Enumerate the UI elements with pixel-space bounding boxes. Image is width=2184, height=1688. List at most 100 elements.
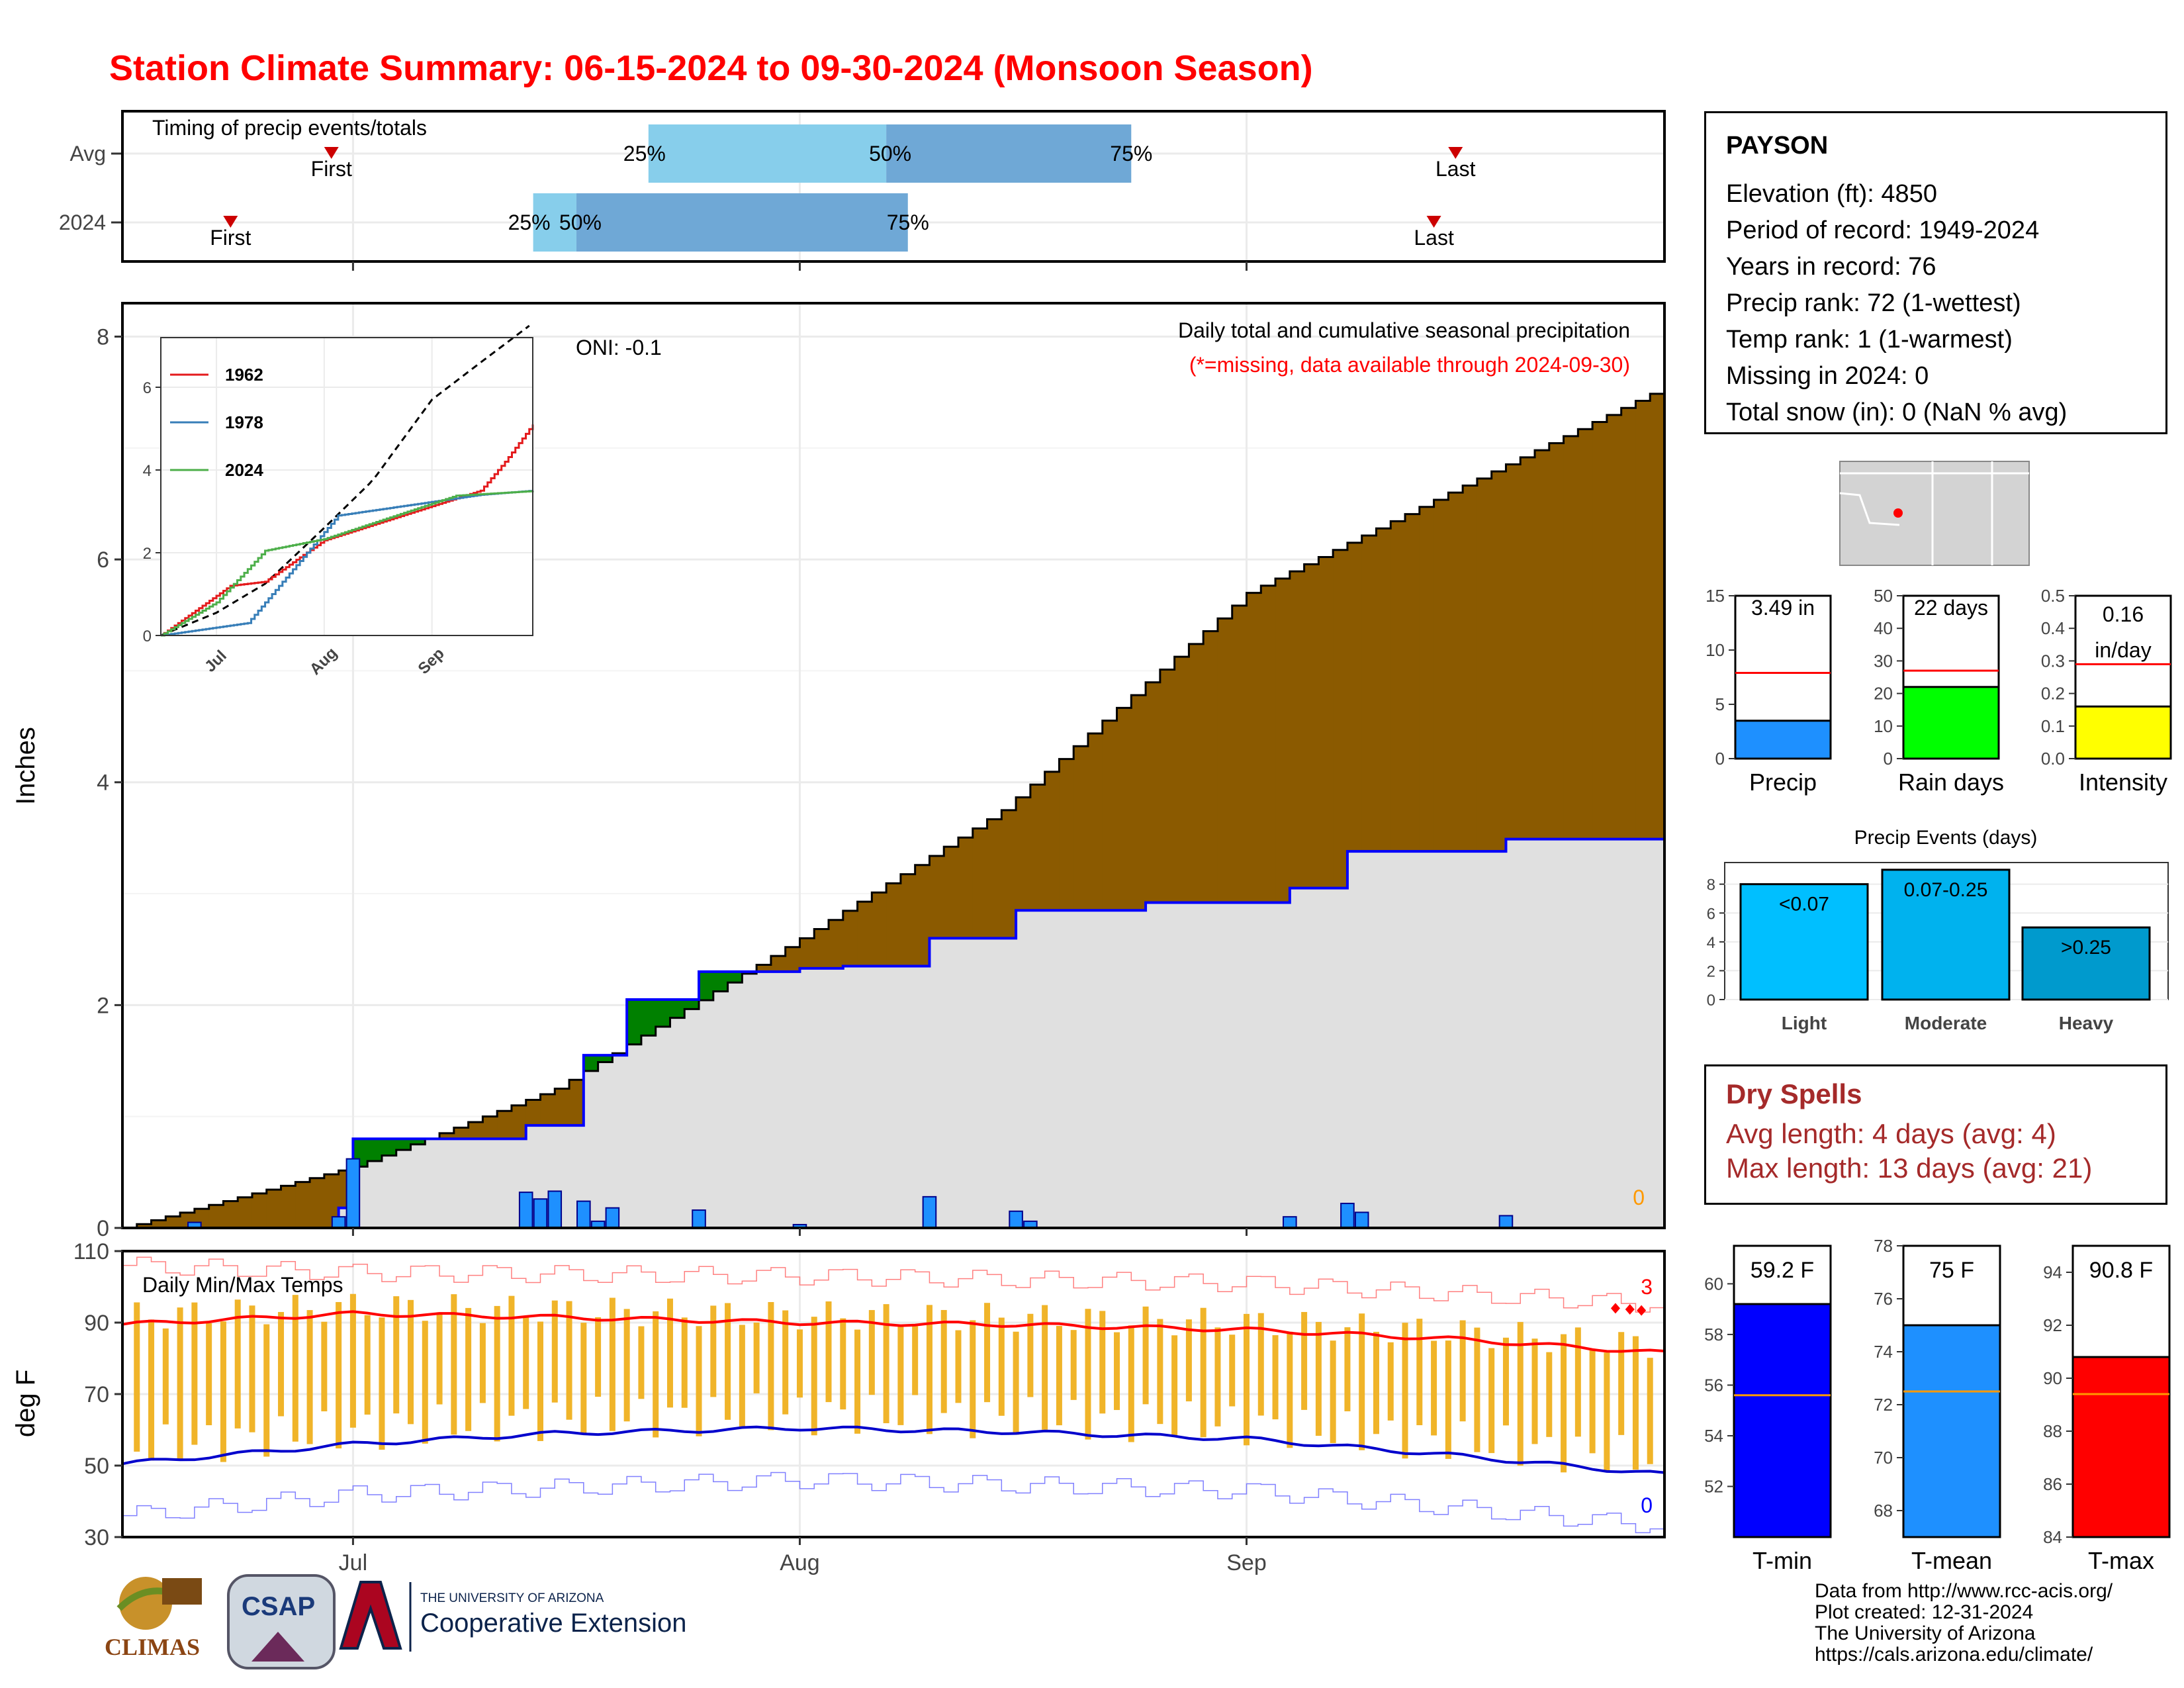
summary-value-bar (1734, 720, 1832, 760)
events-bar-text: 0.07-0.25 (1904, 879, 1988, 901)
precip-avg-surplus-segment (238, 1197, 253, 1228)
precip-avg-surplus-segment (785, 947, 800, 972)
temp-daily-range-bar (854, 1329, 861, 1434)
temp-daily-range-bar (1589, 1349, 1596, 1454)
temp-y-tick-label: 70 (84, 1382, 109, 1407)
summary-value-bar (1902, 686, 2000, 760)
precip-daily-bar (922, 1196, 937, 1229)
tbar-y-tick-label: 60 (1704, 1274, 1723, 1293)
events-y-tick-label: 4 (1707, 934, 1715, 952)
temp-daily-range-bar (508, 1295, 515, 1416)
temp-daily-range-bar (1301, 1311, 1308, 1410)
dry-spells-title: Dry Spells (1726, 1078, 1862, 1109)
precip-avg-surplus-segment (915, 865, 930, 966)
precip-avg-surplus-segment (511, 1105, 527, 1139)
precip-avg-cumulative-line (122, 387, 1666, 1229)
summary-value-text: 22 days (1914, 596, 1988, 620)
temp-daily-range-bar (1315, 1322, 1322, 1436)
temp-daily-range-bar (1099, 1311, 1106, 1414)
summary-y-tick-label: 40 (1874, 618, 1893, 638)
temp-daily-range-bar (479, 1323, 486, 1403)
temp-daily-range-bar (306, 1310, 313, 1444)
precip-daily-bar (692, 1209, 706, 1229)
temp-daily-range-bar (321, 1321, 328, 1412)
timing-bar-50-75 (886, 124, 1132, 183)
temp-avg-min-line (122, 1425, 1665, 1474)
temp-record-low-count: 0 (1641, 1493, 1653, 1517)
temp-daily-range-bar (1344, 1327, 1351, 1412)
precip-avg-surplus-segment (1520, 457, 1535, 839)
temp-daily-range-bar (1402, 1323, 1408, 1459)
precip-avg-surplus-segment (944, 847, 959, 939)
temp-daily-range-bar (148, 1319, 155, 1461)
temp-daily-range-bar (1056, 1325, 1062, 1426)
precip-avg-surplus-segment (1261, 585, 1276, 903)
temp-daily-range-bar (1229, 1335, 1236, 1407)
precip-2024-surplus-segment (670, 999, 685, 1018)
footer-institution: The University of Arizona (1815, 1622, 2036, 1644)
inset-series-2024 (161, 490, 534, 637)
info-missing: Missing in 2024: 0 (1726, 362, 1929, 390)
tbar-y-tick-label: 84 (2043, 1527, 2062, 1547)
summary-y-tick-label: 10 (1706, 640, 1725, 660)
page-title: Station Climate Summary: 06-15-2024 to 0… (109, 48, 1313, 88)
tbar-value-bar (1902, 1324, 2001, 1538)
precip-2024-surplus-segment (381, 1139, 397, 1156)
temp-daily-range-bar (364, 1315, 371, 1415)
station-name: PAYSON (1726, 132, 1829, 160)
precip-avg-surplus-segment (1087, 733, 1103, 911)
precip-2024-area (122, 839, 1664, 1228)
info-period: Period of record: 1949-2024 (1726, 216, 2040, 244)
info-precip-rank: Precip rank: 72 (1-wettest) (1726, 289, 2021, 317)
temp-daily-range-bar (1445, 1340, 1451, 1459)
temp-daily-range-bar (609, 1297, 615, 1431)
temp-daily-range-bar (1085, 1309, 1091, 1440)
precip-2024-surplus-segment (627, 999, 642, 1045)
precip-avg-surplus-segment (1650, 393, 1665, 839)
precip-2024-surplus-segment (583, 1055, 599, 1071)
tbar-value-text: 59.2 F (1751, 1258, 1814, 1283)
footer-data-source: Data from http://www.rcc-acis.org/ (1815, 1580, 2113, 1602)
tbar-y-tick-label: 76 (1874, 1289, 1893, 1309)
station-info-box: PAYSON Elevation (ft): 4850 Period of re… (1704, 111, 2167, 434)
summary-y-tick-label: 0 (1884, 749, 1893, 769)
precip-avg-surplus-segment (1203, 631, 1218, 903)
timing-first-marker (223, 216, 238, 228)
precip-avg-surplus-segment (1102, 720, 1118, 911)
temp-daily-range-bar (912, 1326, 919, 1395)
tbar-label: T-min (1752, 1547, 1812, 1574)
logos: CLIMAS CSAP THE UNIVERSITY OF ARIZONA Co… (105, 1574, 686, 1669)
precip-avg-surplus-segment (1563, 436, 1578, 839)
temp-daily-range-bar (595, 1317, 602, 1397)
ua-logo-line1: THE UNIVERSITY OF ARIZONA (420, 1591, 604, 1605)
precip-avg-surplus-segment (1232, 605, 1248, 903)
temp-daily-range-bar (1546, 1352, 1553, 1437)
temp-daily-range-bar (523, 1316, 529, 1409)
dry-spells-avg: Avg length: 4 days (avg: 4) (1726, 1118, 2056, 1149)
temp-avg-max-line (122, 1310, 1665, 1353)
temp-daily-range-bar (782, 1310, 789, 1415)
tbar-y-tick-label: 54 (1704, 1426, 1723, 1446)
precip-avg-surplus-segment (555, 1088, 570, 1126)
temp-record-max-line (122, 1256, 1665, 1313)
precip-avg-surplus-segment (1189, 643, 1204, 903)
tbar-y-tick-label: 94 (2043, 1262, 2062, 1282)
summary-value-bar (2074, 705, 2172, 760)
temp-daily-range-bar (1574, 1327, 1581, 1437)
inset-y-tick-label: 2 (143, 545, 152, 563)
temp-daily-range-bar (1128, 1325, 1134, 1442)
tbar-y-tick-label: 88 (2043, 1421, 2062, 1441)
precip-avg-surplus-segment (525, 1100, 541, 1126)
timing-label-50: 50% (559, 211, 602, 234)
temp-daily-range-bar (1502, 1337, 1509, 1426)
temp-daily-range-bar (408, 1299, 414, 1425)
precip-daily-bar (518, 1192, 533, 1229)
precip-daily-bar (345, 1158, 361, 1229)
summary-y-tick-label: 0.0 (2041, 749, 2065, 769)
temp-daily-range-bar (666, 1298, 673, 1408)
temp-daily-range-bar (1287, 1331, 1293, 1448)
precip-daily-bar (533, 1198, 548, 1229)
events-bar (1739, 883, 1869, 1001)
precip-avg-surplus-segment (1621, 408, 1636, 839)
